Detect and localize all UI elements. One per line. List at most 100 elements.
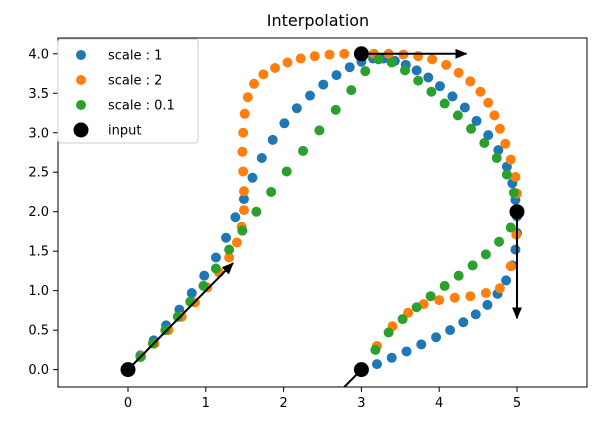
data-point (238, 205, 249, 216)
x-tick-label: 3 (357, 396, 365, 411)
data-point (399, 65, 410, 76)
data-point (510, 171, 521, 182)
data-point (210, 263, 221, 274)
data-point (373, 54, 384, 65)
plot-area (120, 46, 525, 387)
x-tick-label: 2 (279, 396, 287, 411)
data-point (324, 49, 335, 60)
data-point (449, 292, 460, 303)
data-point (416, 339, 427, 350)
data-point (224, 252, 235, 263)
data-point (426, 86, 437, 97)
legend-label: scale : 1 (108, 49, 162, 64)
data-point (411, 65, 422, 76)
data-point (494, 283, 505, 294)
data-point (494, 123, 505, 134)
data-point (360, 66, 371, 77)
data-point (239, 108, 250, 119)
data-point (339, 48, 350, 59)
data-point (242, 92, 253, 103)
data-point (471, 115, 482, 126)
data-point (256, 153, 267, 164)
data-point (439, 98, 450, 109)
tangent-arrow (127, 262, 234, 371)
legend-label: input (108, 124, 141, 139)
data-point (491, 153, 502, 164)
data-point (231, 237, 242, 248)
data-point (247, 172, 258, 183)
y-tick-label: 2.0 (28, 205, 49, 220)
data-point (465, 291, 476, 302)
data-point (251, 206, 262, 217)
data-point (413, 75, 424, 86)
input-point (353, 46, 369, 62)
data-point (186, 288, 197, 299)
y-tick-label: 1.0 (28, 284, 49, 299)
legend-marker (76, 100, 86, 110)
data-point (330, 104, 341, 115)
data-point (270, 63, 281, 74)
x-tick-label: 0 (124, 396, 132, 411)
data-point (439, 280, 450, 291)
data-point (413, 51, 424, 62)
chart-title: Interpolation (267, 11, 369, 30)
data-point (452, 110, 463, 121)
y-tick-label: 2.5 (28, 166, 49, 181)
data-point (441, 59, 452, 70)
legend-marker (76, 50, 86, 60)
data-point (224, 244, 235, 255)
data-point (198, 280, 209, 291)
data-point (386, 352, 397, 363)
data-point (494, 236, 505, 247)
data-point (483, 130, 494, 141)
data-point (427, 54, 438, 65)
y-tick-label: 3.5 (28, 87, 49, 102)
data-point (281, 166, 292, 177)
data-point (467, 260, 478, 271)
data-point (505, 261, 516, 272)
data-point (238, 186, 249, 197)
data-point (465, 76, 476, 87)
data-point (501, 169, 512, 180)
data-point (431, 332, 442, 343)
data-point (445, 325, 456, 336)
data-point (501, 275, 512, 286)
data-point (505, 222, 516, 233)
data-point (425, 291, 436, 302)
data-point (237, 225, 248, 236)
data-point (371, 359, 382, 370)
data-point (221, 232, 232, 243)
y-tick-label: 0.0 (28, 363, 49, 378)
input-point (509, 204, 525, 220)
data-point (510, 244, 521, 255)
data-point (383, 327, 394, 338)
data-point (489, 110, 500, 121)
data-point (237, 146, 248, 157)
data-point (508, 187, 519, 198)
data-point (238, 127, 249, 138)
data-point (238, 166, 249, 177)
data-point (210, 252, 221, 263)
data-point (267, 134, 278, 145)
data-point (199, 270, 210, 281)
legend: scale : 1 scale : 2 scale : 0.1 input (57, 38, 199, 144)
data-point (453, 270, 464, 281)
data-point (479, 138, 490, 149)
data-point (493, 145, 504, 156)
legend-marker (73, 122, 89, 138)
data-point (500, 138, 511, 149)
legend-box (57, 38, 199, 144)
data-point (401, 346, 412, 357)
data-point (434, 295, 445, 306)
input-point (353, 362, 369, 378)
data-point (470, 309, 481, 320)
input-points (120, 46, 525, 378)
series-layer (120, 46, 525, 387)
x-tick-label: 4 (435, 396, 443, 411)
data-point (458, 317, 469, 328)
data-point (434, 81, 445, 92)
data-point (459, 102, 470, 113)
data-point (466, 123, 477, 134)
data-point (475, 86, 486, 97)
